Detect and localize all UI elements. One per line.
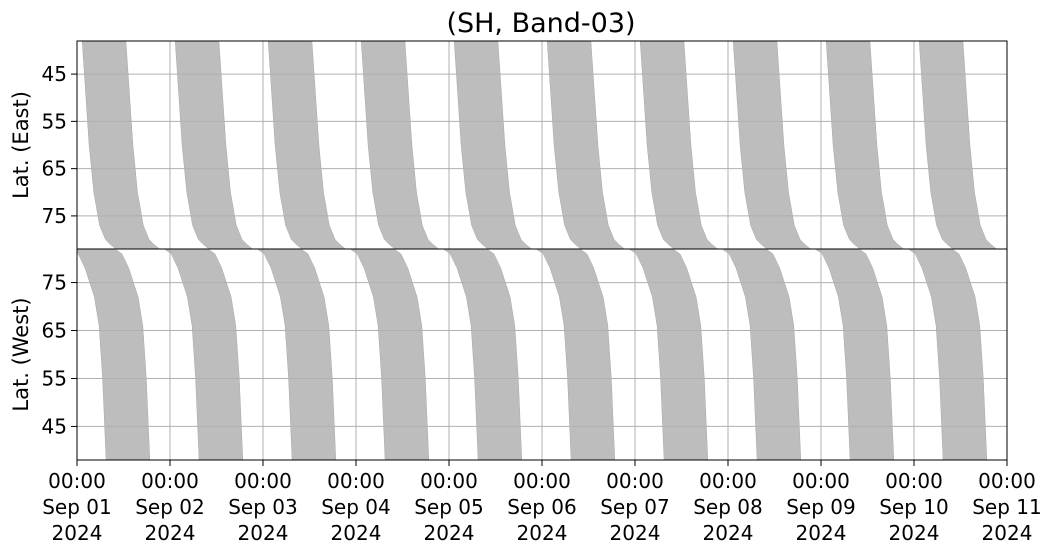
xtick-label-3-line-1: 00:00 xyxy=(234,469,292,493)
xtick-label-11-line-3: 2024 xyxy=(982,521,1033,545)
ytick-label-east-65: 65 xyxy=(42,157,67,181)
xtick-label-8-line-1: 00:00 xyxy=(699,469,757,493)
xtick-label-10-line-2: Sep 10 xyxy=(879,495,949,519)
xtick-label-7-line-1: 00:00 xyxy=(606,469,664,493)
chart-title: (SH, Band-03) xyxy=(446,8,635,39)
xtick-label-2-line-1: 00:00 xyxy=(141,469,199,493)
xtick-label-7-line-3: 2024 xyxy=(610,521,661,545)
band-east-5 xyxy=(453,41,533,250)
xtick-label-5-line-2: Sep 05 xyxy=(414,495,484,519)
ylabel-east: Lat. (East) xyxy=(9,91,33,199)
ytick-label-west-55: 55 xyxy=(42,366,67,390)
xtick-label-6-line-1: 00:00 xyxy=(513,469,571,493)
xtick-label-10-line-3: 2024 xyxy=(889,521,940,545)
xtick-label-5-line-3: 2024 xyxy=(424,521,475,545)
band-east-3 xyxy=(267,41,347,250)
band-west-6 xyxy=(535,248,616,460)
xtick-label-4-line-2: Sep 04 xyxy=(321,495,391,519)
panel-east: 45 55 65 75 Lat. (East) xyxy=(9,41,1007,250)
ytick-label-east-75: 75 xyxy=(42,204,67,228)
xtick-label-7-line-2: Sep 07 xyxy=(600,495,670,519)
band-west-3 xyxy=(256,248,337,460)
band-east-2 xyxy=(174,41,254,250)
plot-frames xyxy=(76,40,1008,461)
band-east-6 xyxy=(546,41,626,250)
frame-west xyxy=(76,248,1008,461)
band-west-9 xyxy=(814,248,895,460)
panel-west: 75 65 55 45 Lat. (West) xyxy=(9,248,1007,460)
xtick-label-5-line-1: 00:00 xyxy=(420,469,478,493)
band-west-5 xyxy=(442,248,523,460)
xtick-label-3-line-2: Sep 03 xyxy=(228,495,298,519)
xtick-label-6-line-3: 2024 xyxy=(517,521,568,545)
band-west-10 xyxy=(907,248,988,460)
band-east-7 xyxy=(639,41,719,250)
ytick-label-east-55: 55 xyxy=(42,109,67,133)
ytick-label-west-75: 75 xyxy=(42,271,67,295)
xtick-label-10-line-1: 00:00 xyxy=(885,469,943,493)
ytick-label-west-45: 45 xyxy=(42,414,67,438)
band-east-9 xyxy=(825,41,905,250)
xtick-label-3-line-3: 2024 xyxy=(238,521,289,545)
band-east-8 xyxy=(732,41,812,250)
xtick-label-1-line-2: Sep 01 xyxy=(42,495,112,519)
xtick-label-2-line-2: Sep 02 xyxy=(135,495,205,519)
xtick-label-1-line-1: 00:00 xyxy=(48,469,106,493)
xtick-label-11-line-2: Sep 11 xyxy=(972,495,1042,519)
xtick-label-1-line-3: 2024 xyxy=(52,521,103,545)
xtick-label-11-line-1: 00:00 xyxy=(978,469,1036,493)
xtick-label-4-line-3: 2024 xyxy=(331,521,382,545)
band-west-7 xyxy=(628,248,709,460)
band-west-2 xyxy=(163,248,244,460)
ylabel-west: Lat. (West) xyxy=(9,297,33,411)
xtick-label-8-line-3: 2024 xyxy=(703,521,754,545)
xtick-label-9-line-3: 2024 xyxy=(796,521,847,545)
ytick-label-west-65: 65 xyxy=(42,319,67,343)
band-east-4 xyxy=(360,41,440,250)
xtick-label-9-line-1: 00:00 xyxy=(792,469,850,493)
xtick-label-8-line-2: Sep 08 xyxy=(693,495,763,519)
band-west-8 xyxy=(721,248,802,460)
xtick-label-4-line-1: 00:00 xyxy=(327,469,385,493)
band-west-1 xyxy=(77,248,151,460)
ytick-label-east-45: 45 xyxy=(42,62,67,86)
xtick-label-2-line-3: 2024 xyxy=(145,521,196,545)
xtick-label-6-line-2: Sep 06 xyxy=(507,495,577,519)
xtick-label-9-line-2: Sep 09 xyxy=(786,495,856,519)
band-east-10 xyxy=(918,41,998,250)
band-east-1 xyxy=(81,41,161,250)
band-west-4 xyxy=(349,248,430,460)
